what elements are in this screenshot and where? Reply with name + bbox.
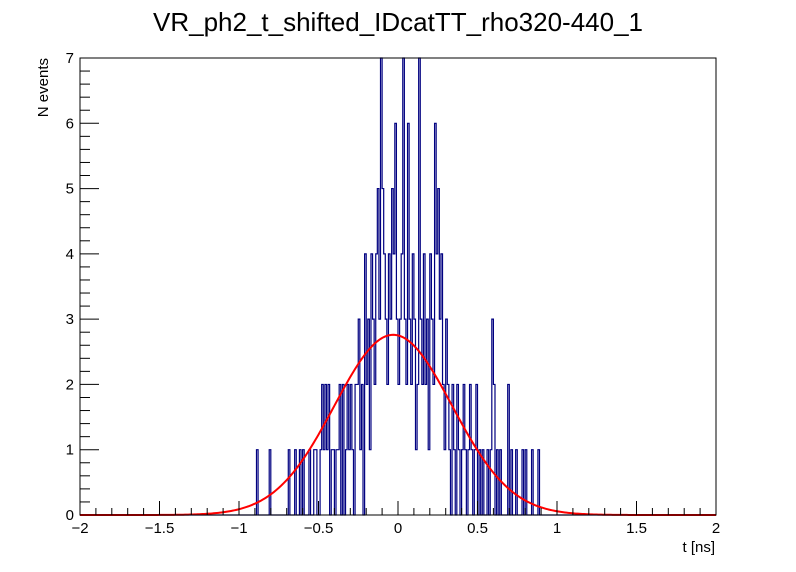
y-axis: 0 1 2 3 4 5 6 7 — [66, 50, 99, 524]
x-tick-label: 0.5 — [467, 520, 488, 537]
histogram-series — [80, 57, 716, 516]
x-tick-label: −0.5 — [304, 520, 334, 537]
y-tick-label: 5 — [66, 181, 74, 198]
x-axis-label: t [ns] — [682, 539, 715, 556]
y-tick-label: 0 — [66, 507, 74, 524]
y-tick-label: 2 — [66, 376, 74, 393]
y-axis-label: N events — [35, 58, 52, 117]
y-tick-label: 7 — [66, 50, 74, 67]
y-tick-label: 3 — [66, 311, 74, 328]
x-tick-label: −1.5 — [145, 520, 175, 537]
x-tick-label: 1 — [553, 520, 561, 537]
x-tick-label: 0 — [394, 520, 402, 537]
y-tick-label: 4 — [66, 246, 74, 263]
x-tick-label: 1.5 — [626, 520, 647, 537]
x-tick-label: −1 — [230, 520, 247, 537]
y-tick-label: 6 — [66, 115, 74, 132]
x-tick-label: −2 — [71, 520, 88, 537]
x-axis: −2 −1.5 −1 −0.5 0 0.5 1 1.5 2 — [71, 501, 720, 537]
chart-title: VR_ph2_t_shifted_IDcatTT_rho320-440_1 — [153, 7, 643, 37]
x-tick-label: 2 — [712, 520, 720, 537]
y-tick-label: 1 — [66, 442, 74, 459]
